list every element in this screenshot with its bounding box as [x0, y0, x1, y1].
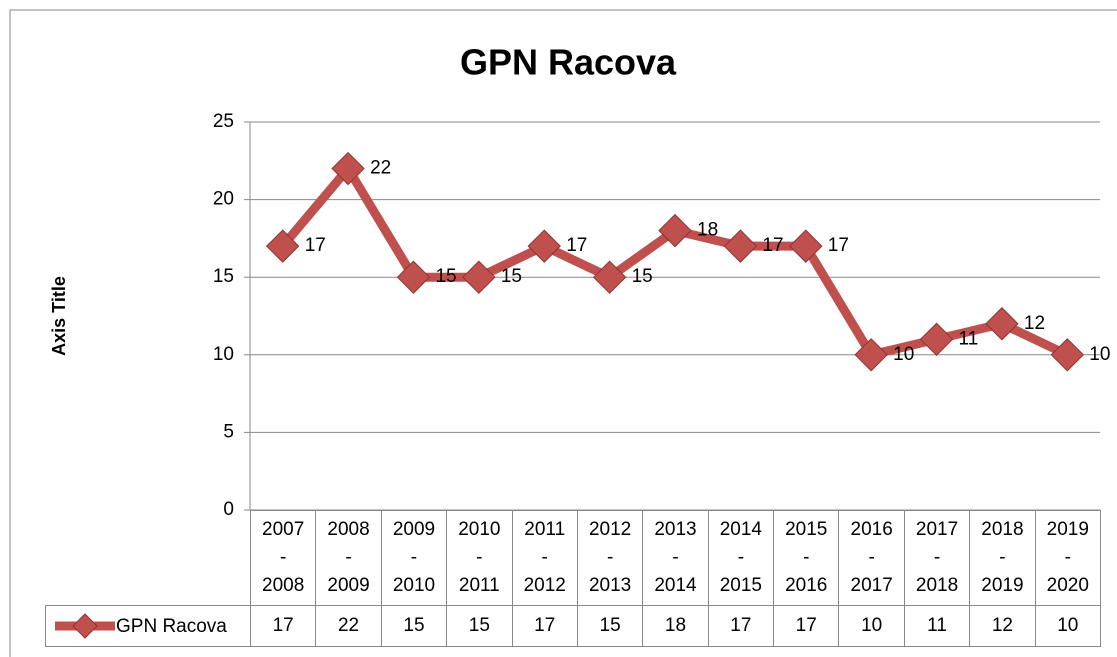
y-tick-label: 25 [213, 111, 234, 132]
table-value: 11 [903, 605, 971, 647]
data-label: 17 [828, 235, 849, 256]
data-label: 15 [435, 266, 456, 287]
table-category: 2010 - 2011 [446, 510, 513, 606]
data-label: 15 [501, 266, 522, 287]
table-category: 2018 - 2019 [969, 510, 1036, 606]
marker [658, 213, 692, 248]
data-label: 17 [566, 235, 587, 256]
marker [462, 260, 496, 294]
y-tick-label: 0 [223, 499, 234, 520]
marker [592, 260, 627, 294]
table-category: 2012 - 2013 [576, 510, 644, 606]
table-value: 10 [1034, 605, 1101, 647]
marker [1050, 338, 1085, 372]
marker [854, 338, 888, 372]
table-value: 10 [838, 605, 905, 647]
data-label: 12 [1024, 313, 1045, 334]
table-category: 2019 - 2020 [1034, 510, 1101, 606]
data-label: 17 [762, 235, 783, 256]
table-value: 17 [773, 605, 840, 647]
marker [396, 260, 431, 294]
marker [985, 307, 1019, 341]
marker [919, 322, 954, 356]
data-label: 18 [697, 220, 718, 241]
marker [331, 151, 365, 186]
table-value: 15 [380, 605, 448, 647]
table-category: 2007 - 2008 [250, 510, 317, 606]
table-category: 2013 - 2014 [642, 510, 709, 606]
chart-title: GPN Racova [460, 42, 677, 83]
data-label: 17 [305, 235, 326, 256]
y-tick-label: 20 [213, 189, 234, 210]
data-label: 22 [370, 158, 391, 179]
data-label: 10 [1089, 344, 1110, 365]
marker [723, 229, 758, 263]
table-value: 17 [250, 605, 317, 647]
table-value: 15 [576, 605, 644, 647]
table-category: 2009 - 2010 [380, 510, 448, 606]
y-tick-label: 10 [213, 344, 234, 365]
table-value: 15 [446, 605, 513, 647]
data-label: 11 [959, 328, 979, 349]
y-axis-title: Axis Title [49, 276, 69, 356]
y-tick-label: 5 [223, 421, 234, 442]
legend-marker [72, 613, 98, 639]
table-value: 17 [511, 605, 578, 647]
table-legend [45, 605, 251, 647]
table-value: 17 [707, 605, 775, 647]
legend-label: GPN Racova [116, 616, 227, 637]
table-value: 22 [315, 605, 382, 647]
table-category: 2014 - 2015 [707, 510, 775, 606]
table-category: 2008 - 2009 [315, 510, 382, 606]
chart-frame [9, 9, 1117, 657]
table-category: 2016 - 2017 [838, 510, 905, 606]
data-label: 15 [632, 266, 653, 287]
y-tick-label: 15 [213, 266, 234, 287]
table-category: 2015 - 2016 [773, 510, 840, 606]
marker [527, 229, 561, 263]
table-category: 2017 - 2018 [903, 510, 971, 606]
table-value: 18 [642, 605, 709, 647]
marker [265, 229, 300, 263]
marker [789, 229, 823, 263]
data-label: 10 [893, 344, 914, 365]
table-category: 2011 - 2012 [511, 510, 578, 606]
table-value: 12 [969, 605, 1036, 647]
series-line [279, 164, 1070, 360]
